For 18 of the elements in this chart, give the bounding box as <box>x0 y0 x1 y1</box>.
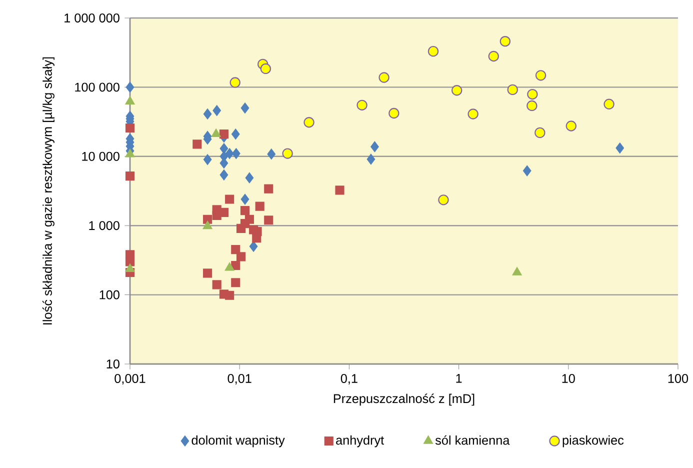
x-tick-label: 0,001 <box>114 374 146 384</box>
y-tick-label: 10 000 <box>82 152 120 161</box>
y-tick-label: 100 000 <box>75 82 120 92</box>
y-tick-label: 10 <box>106 360 120 368</box>
legend-label: dolomit wapnisty <box>192 435 285 448</box>
x-tick-label: 1 <box>456 374 462 383</box>
y-tick-label: 1 000 000 <box>64 14 120 22</box>
y-tick-label: 100 <box>100 290 120 300</box>
y-axis-title: Ilość składnika w gazie resztkowym [µl/kg skały] <box>42 57 54 324</box>
legend-label: anhydryt <box>336 435 384 448</box>
y-tick-label: 1 000 <box>89 221 120 230</box>
x-axis-title: Przepuszczalność z [mD] <box>334 394 474 406</box>
legend-label: piaskowiec <box>562 435 624 448</box>
x-tick-label: 0,01 <box>228 374 252 384</box>
x-tick-label: 10 <box>562 374 575 383</box>
x-tick-label: 100 <box>668 374 688 383</box>
legend-label: sól kamienna <box>435 435 510 445</box>
x-tick-label: 0,1 <box>340 374 358 384</box>
